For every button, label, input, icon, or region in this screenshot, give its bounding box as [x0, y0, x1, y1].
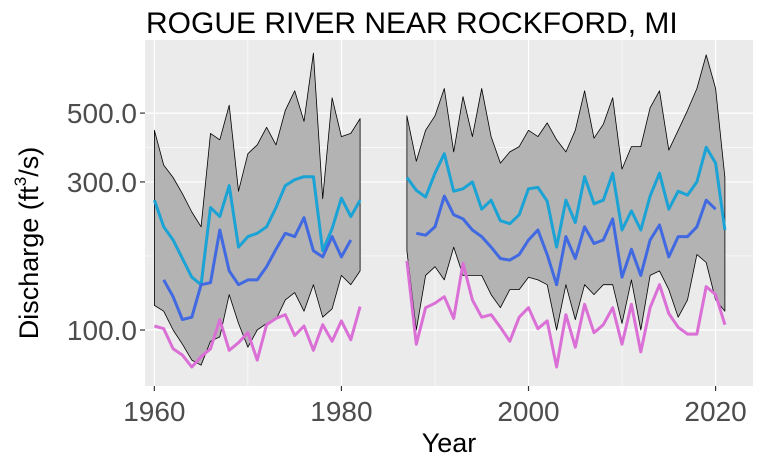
x-axis: 1960 1980 2000 2020	[123, 386, 747, 427]
series-lines	[152, 145, 727, 369]
median-line	[415, 194, 717, 287]
x-tick-label: 2000	[497, 396, 559, 427]
x-tick-label: 2020	[684, 396, 746, 427]
x-axis-title: Year	[422, 428, 477, 458]
y-tick-label: 500.0	[67, 98, 137, 129]
low-flow-line	[153, 306, 362, 369]
x-tick-label: 1960	[123, 396, 185, 427]
y-axis-title: Discharge (ft3/s)	[11, 147, 44, 340]
chart-title: ROGUE RIVER NEAR ROCKFORD, MI	[146, 7, 678, 40]
median-line	[162, 216, 353, 322]
y-tick-label: 300.0	[67, 167, 137, 198]
y-axis: 100.0 300.0 500.0	[67, 98, 145, 346]
low-flow-line	[405, 260, 727, 369]
range-band-area	[153, 52, 361, 366]
upper-mean-line	[152, 175, 362, 287]
upper-mean-line	[405, 145, 727, 249]
x-tick-label: 1980	[310, 396, 372, 427]
y-tick-label: 100.0	[67, 315, 137, 346]
